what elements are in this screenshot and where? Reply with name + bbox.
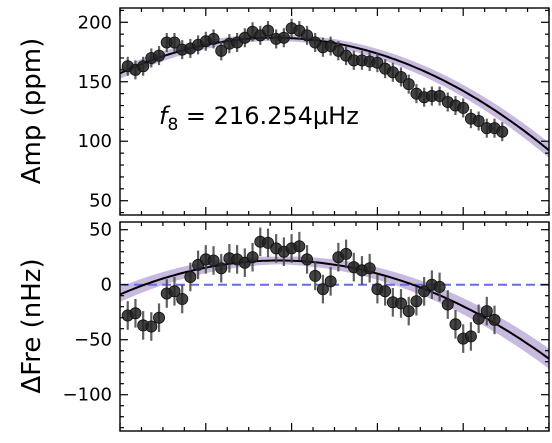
data-point <box>488 313 501 326</box>
frequency-annotation: f8 = 216.254μHz <box>159 102 359 135</box>
y-tick-label: 100 <box>78 131 112 152</box>
data-point <box>472 115 485 128</box>
data-point <box>433 280 446 293</box>
y-tick-label: 200 <box>78 12 112 33</box>
y-tick-label: 0 <box>101 275 112 296</box>
frequency-shift-panel: −100 −50 0 50 ΔFre (nHz) <box>17 220 550 432</box>
data-point <box>137 60 150 73</box>
data-point <box>472 312 485 325</box>
data-point <box>262 24 275 37</box>
y-axis-label: ΔFre (nHz) <box>17 258 47 393</box>
data-point <box>207 254 220 267</box>
data-point <box>176 292 189 305</box>
data-point <box>207 32 220 45</box>
data-point <box>168 36 181 49</box>
fit-uncertainty-band <box>120 34 549 158</box>
data-point <box>309 269 322 282</box>
amplitude-panel: 50 100 150 200 Amp (ppm) f8 = 216.254μHz <box>17 7 550 216</box>
data-point <box>433 90 446 103</box>
data-point <box>145 320 158 333</box>
data-point <box>215 262 228 275</box>
data-point <box>293 240 306 253</box>
data-point <box>324 275 337 288</box>
y-tick-label: 50 <box>89 191 112 212</box>
data-point <box>402 305 415 318</box>
y-tick-label: −50 <box>74 330 112 351</box>
data-point <box>449 318 462 331</box>
data-point <box>441 298 454 311</box>
plot-area <box>120 227 549 369</box>
y-tick-label: 50 <box>89 220 112 241</box>
y-tick-label: −100 <box>63 385 112 406</box>
data-point <box>277 31 290 44</box>
data-point <box>168 285 181 298</box>
data-point <box>457 101 470 114</box>
data-point <box>402 78 415 91</box>
y-axis-label: Amp (ppm) <box>17 38 47 185</box>
data-point <box>215 44 228 57</box>
data-point <box>410 295 423 308</box>
data-point <box>464 330 477 343</box>
fit-uncertainty-band <box>120 256 549 369</box>
data-point <box>184 270 197 283</box>
data-point <box>363 262 376 275</box>
data-point <box>340 247 353 260</box>
data-point <box>496 125 509 138</box>
data-point <box>129 307 142 320</box>
plot-area <box>120 18 549 158</box>
data-point <box>480 305 493 318</box>
data-point <box>316 283 329 296</box>
data-point <box>153 311 166 324</box>
y-tick-label: 150 <box>78 72 112 93</box>
data-point <box>394 71 407 84</box>
data-point <box>379 285 392 298</box>
data-point <box>394 297 407 310</box>
data-point <box>246 251 259 264</box>
data-point <box>153 49 166 62</box>
data-point <box>418 285 431 298</box>
data-point <box>301 29 314 42</box>
data-point <box>301 253 314 266</box>
